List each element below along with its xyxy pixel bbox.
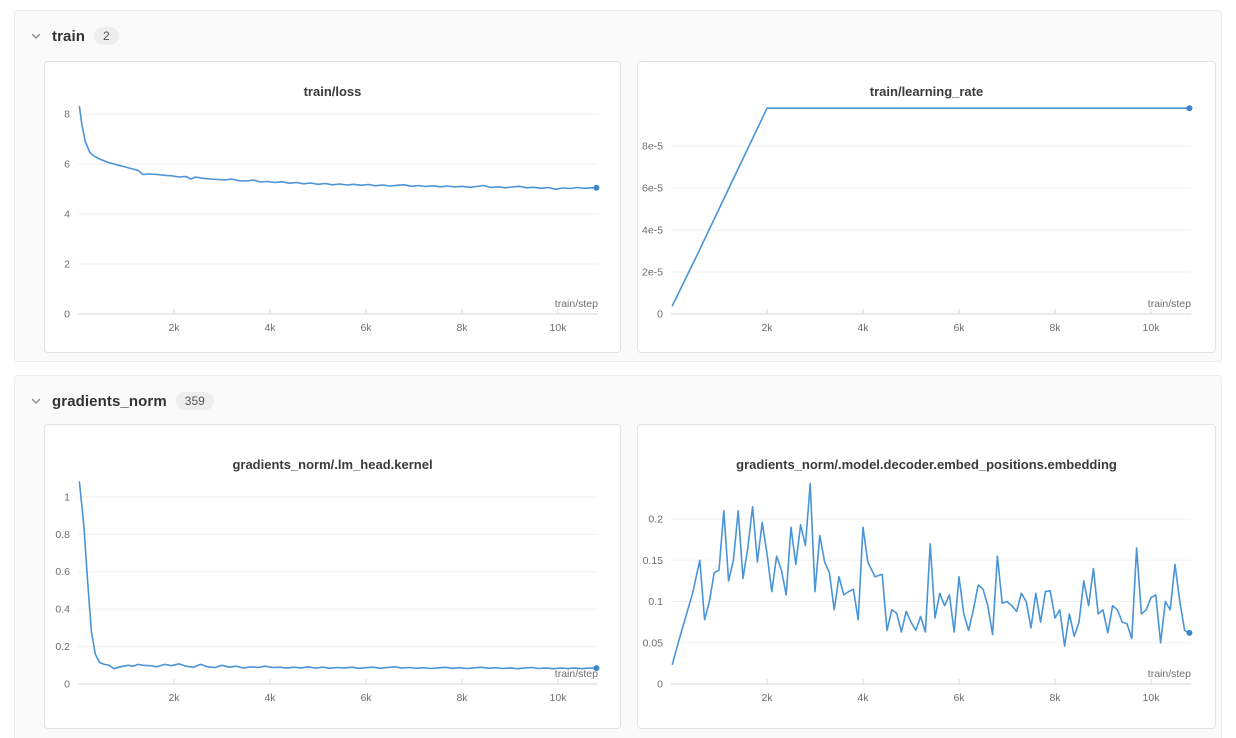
x-tick-label: 10k bbox=[1143, 692, 1161, 704]
chart-title: gradients_norm/.lm_head.kernel bbox=[232, 457, 433, 472]
chart-card: 2k 4k 6k 8k 10k 0 0.05 0.1 0.15 0.2 train/step gra… bbox=[637, 424, 1216, 729]
series-line bbox=[671, 107, 1191, 307]
x-tick-label: 6k bbox=[953, 692, 965, 704]
y-tick-label: 0.8 bbox=[55, 529, 70, 541]
section-gradients-norm: gradients_norm 359 2k 4k 6k 8k 10k 0 0.2 0.4 0.6… bbox=[14, 375, 1222, 738]
y-tick-label: 0 bbox=[657, 309, 663, 321]
y-tick-label: 1 bbox=[64, 491, 70, 503]
x-axis-label: train/step bbox=[1148, 298, 1191, 310]
y-tick-label: 0.2 bbox=[55, 641, 70, 653]
y-tick-label: 8e-5 bbox=[642, 141, 663, 153]
x-axis-label: train/step bbox=[555, 668, 598, 680]
y-tick-label: 6e-5 bbox=[642, 183, 663, 195]
x-axis-label: train/step bbox=[555, 298, 598, 310]
section-title: train bbox=[52, 27, 86, 45]
last-point-dot bbox=[1186, 629, 1193, 636]
chart-card: 2k 4k 6k 8k 10k 0 2 4 6 8 train/step train/loss bbox=[44, 61, 621, 353]
series-line bbox=[78, 105, 598, 191]
last-point-dot bbox=[593, 665, 600, 672]
chart-canvas[interactable]: 2k 4k 6k 8k 10k 0 2e-5 4e-5 6e-5 8e-5 train/step bbox=[638, 62, 1216, 353]
chart-title: train/loss bbox=[303, 84, 362, 99]
chart-canvas[interactable]: 2k 4k 6k 8k 10k 0 0.2 0.4 0.6 0.8 1 train/step bbox=[45, 425, 621, 729]
last-point-dot bbox=[593, 184, 600, 191]
x-tick-label: 4k bbox=[264, 322, 276, 334]
section-train: train 2 2k 4k 6k 8k 10k 0 2 4 6 8 train/step train… bbox=[14, 10, 1222, 362]
section-gradients-norm-header[interactable]: gradients_norm 359 bbox=[23, 388, 220, 414]
x-axis-label: train/step bbox=[1148, 668, 1191, 680]
chart-card: 2k 4k 6k 8k 10k 0 2e-5 4e-5 6e-5 8e-5 train/step t… bbox=[637, 61, 1216, 353]
x-tick-label: 2k bbox=[168, 322, 180, 334]
chevron-down-icon[interactable] bbox=[29, 29, 43, 43]
x-tick-label: 10k bbox=[1143, 322, 1161, 334]
chevron-down-icon[interactable] bbox=[29, 394, 43, 408]
y-tick-label: 0.15 bbox=[643, 555, 664, 567]
y-tick-label: 0 bbox=[64, 309, 70, 321]
y-tick-label: 8 bbox=[64, 109, 70, 121]
y-tick-label: 4e-5 bbox=[642, 225, 663, 237]
count-badge: 2 bbox=[94, 27, 119, 45]
x-tick-label: 8k bbox=[1049, 692, 1061, 704]
y-tick-label: 0 bbox=[657, 679, 663, 691]
y-tick-label: 2e-5 bbox=[642, 267, 663, 279]
chart-title: train/learning_rate bbox=[869, 84, 984, 99]
y-tick-label: 4 bbox=[64, 209, 70, 221]
y-tick-label: 0.1 bbox=[648, 596, 663, 608]
y-tick-label: 6 bbox=[64, 159, 70, 171]
count-badge: 359 bbox=[175, 392, 214, 410]
x-tick-label: 8k bbox=[456, 692, 468, 704]
x-tick-label: 4k bbox=[857, 692, 869, 704]
section-title: gradients_norm bbox=[52, 392, 167, 410]
x-tick-label: 10k bbox=[550, 692, 568, 704]
section-train-header[interactable]: train 2 bbox=[23, 23, 125, 49]
y-tick-label: 2 bbox=[64, 259, 70, 271]
chart-card: 2k 4k 6k 8k 10k 0 0.2 0.4 0.6 0.8 1 train/step grad… bbox=[44, 424, 621, 729]
x-tick-label: 2k bbox=[761, 322, 773, 334]
y-tick-label: 0 bbox=[64, 679, 70, 691]
x-tick-label: 6k bbox=[953, 322, 965, 334]
y-tick-label: 0.05 bbox=[643, 637, 664, 649]
x-tick-label: 8k bbox=[1049, 322, 1061, 334]
series-line bbox=[671, 482, 1191, 665]
x-tick-label: 6k bbox=[360, 322, 372, 334]
x-tick-label: 4k bbox=[264, 692, 276, 704]
x-tick-label: 2k bbox=[168, 692, 180, 704]
last-point-dot bbox=[1186, 105, 1193, 112]
chart-canvas[interactable]: 2k 4k 6k 8k 10k 0 0.05 0.1 0.15 0.2 train/step bbox=[638, 425, 1216, 729]
x-tick-label: 6k bbox=[360, 692, 372, 704]
x-tick-label: 2k bbox=[761, 692, 773, 704]
x-tick-label: 10k bbox=[550, 322, 568, 334]
y-tick-label: 0.2 bbox=[648, 514, 663, 526]
x-tick-label: 8k bbox=[456, 322, 468, 334]
chart-title: gradients_norm/.model.decoder.embed_posi… bbox=[736, 457, 1117, 472]
x-tick-label: 4k bbox=[857, 322, 869, 334]
chart-canvas[interactable]: 2k 4k 6k 8k 10k 0 2 4 6 8 train/step bbox=[45, 62, 621, 353]
series-line bbox=[78, 481, 598, 670]
y-tick-label: 0.4 bbox=[55, 604, 70, 616]
y-tick-label: 0.6 bbox=[55, 566, 70, 578]
